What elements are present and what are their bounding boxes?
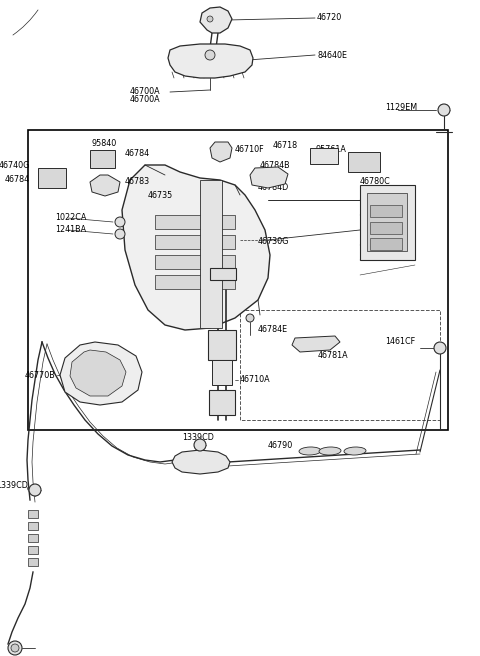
Text: 1129EM: 1129EM xyxy=(385,104,417,112)
Polygon shape xyxy=(250,167,288,188)
Text: 46784B: 46784B xyxy=(260,161,290,169)
Bar xyxy=(90,150,115,168)
Text: 1461CF: 1461CF xyxy=(385,337,415,346)
Text: 1241BA: 1241BA xyxy=(55,226,86,234)
Bar xyxy=(370,222,402,234)
Bar xyxy=(28,534,38,542)
Bar xyxy=(200,180,222,328)
Polygon shape xyxy=(90,175,120,196)
Bar xyxy=(155,275,235,289)
Bar xyxy=(209,390,235,415)
Bar xyxy=(370,238,402,250)
Circle shape xyxy=(438,104,450,116)
Bar xyxy=(348,152,380,172)
Text: 46735: 46735 xyxy=(148,190,173,199)
Bar xyxy=(360,185,415,260)
Text: 84640E: 84640E xyxy=(317,51,347,60)
Ellipse shape xyxy=(319,447,341,455)
Bar xyxy=(28,130,448,430)
Text: 46783: 46783 xyxy=(125,178,150,186)
Text: 46710A: 46710A xyxy=(240,375,271,384)
Circle shape xyxy=(115,217,125,227)
Text: 1022CA: 1022CA xyxy=(55,213,86,222)
Text: 46718: 46718 xyxy=(273,142,298,150)
Bar xyxy=(155,215,235,229)
Bar xyxy=(38,168,66,188)
Polygon shape xyxy=(292,336,340,352)
Text: 46781A: 46781A xyxy=(318,352,348,361)
Bar xyxy=(208,330,236,360)
Text: 95840: 95840 xyxy=(92,139,117,148)
Circle shape xyxy=(8,641,22,655)
Bar xyxy=(155,255,235,269)
Bar xyxy=(28,522,38,530)
Text: 95761A: 95761A xyxy=(315,146,346,155)
Text: 46784: 46784 xyxy=(125,150,150,159)
Bar xyxy=(310,148,338,164)
Circle shape xyxy=(115,229,125,239)
Polygon shape xyxy=(168,44,253,78)
Bar xyxy=(28,546,38,554)
Ellipse shape xyxy=(299,447,321,455)
Bar xyxy=(240,310,440,420)
Circle shape xyxy=(205,50,215,60)
Circle shape xyxy=(207,16,213,22)
Text: 46700A: 46700A xyxy=(130,87,161,96)
Text: 46784: 46784 xyxy=(5,176,30,184)
Polygon shape xyxy=(210,142,232,162)
Bar xyxy=(212,360,232,385)
Text: 46790: 46790 xyxy=(268,440,293,449)
Circle shape xyxy=(434,342,446,354)
Text: 46784D: 46784D xyxy=(258,184,289,192)
Bar xyxy=(210,268,236,280)
Ellipse shape xyxy=(344,447,366,455)
Bar xyxy=(28,510,38,518)
Bar xyxy=(367,193,407,251)
Text: 46700A: 46700A xyxy=(130,96,161,104)
Polygon shape xyxy=(122,165,270,330)
Text: 46740G: 46740G xyxy=(0,161,30,169)
Polygon shape xyxy=(70,350,126,396)
Text: 46770B: 46770B xyxy=(24,371,55,380)
Text: 46710F: 46710F xyxy=(235,146,264,155)
Bar xyxy=(370,205,402,217)
Text: 46784E: 46784E xyxy=(258,325,288,335)
Text: 46730G: 46730G xyxy=(258,237,289,247)
Text: 46720: 46720 xyxy=(317,14,342,22)
Polygon shape xyxy=(60,342,142,405)
Bar xyxy=(28,558,38,566)
Circle shape xyxy=(246,314,254,322)
Circle shape xyxy=(11,644,19,652)
Circle shape xyxy=(194,439,206,451)
Text: 1339CD: 1339CD xyxy=(182,434,214,443)
Bar xyxy=(155,235,235,249)
Text: 1339CD: 1339CD xyxy=(0,480,28,489)
Text: 46780C: 46780C xyxy=(360,178,391,186)
Circle shape xyxy=(29,484,41,496)
Polygon shape xyxy=(200,7,232,33)
Polygon shape xyxy=(172,450,230,474)
